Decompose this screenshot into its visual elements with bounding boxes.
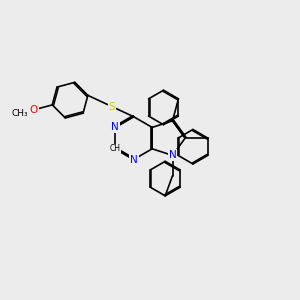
Text: N: N (130, 154, 137, 164)
Text: N: N (169, 150, 176, 161)
Text: CH: CH (110, 144, 121, 153)
Text: O: O (30, 105, 38, 115)
Text: N: N (111, 122, 119, 132)
Text: S: S (109, 102, 115, 112)
Text: CH₃: CH₃ (11, 109, 28, 118)
